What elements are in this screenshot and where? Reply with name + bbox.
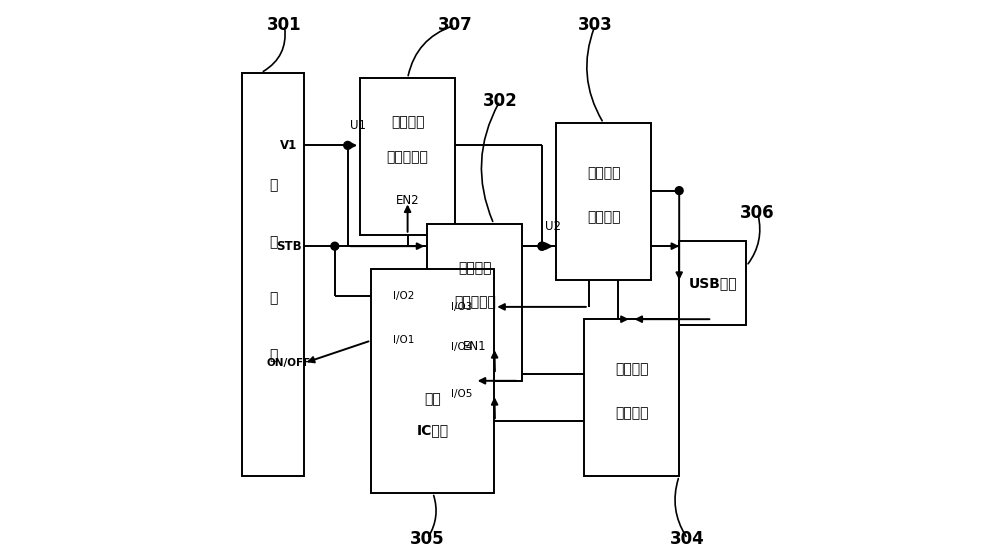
Text: 设备充电: 设备充电 [615, 362, 648, 376]
Circle shape [538, 242, 546, 250]
Bar [360, 78, 455, 235]
Text: 307: 307 [438, 16, 473, 34]
Text: 模: 模 [269, 292, 277, 306]
Text: USB接口: USB接口 [688, 276, 737, 290]
Text: 第二电压: 第二电压 [391, 115, 424, 129]
Bar [679, 241, 746, 325]
Text: 电: 电 [269, 179, 277, 193]
Text: 304: 304 [670, 530, 705, 548]
Text: 检测模块: 检测模块 [615, 407, 648, 420]
Text: ON/OFF: ON/OFF [266, 358, 311, 368]
Bar [584, 319, 679, 476]
Text: 源: 源 [269, 235, 277, 249]
Circle shape [344, 142, 352, 150]
Text: IC模块: IC模块 [417, 423, 449, 437]
Text: 主控: 主控 [424, 392, 441, 405]
Text: 305: 305 [410, 530, 445, 548]
Circle shape [538, 242, 546, 250]
Text: U2: U2 [545, 220, 561, 233]
Text: U1: U1 [350, 119, 366, 132]
Bar [427, 224, 522, 381]
Text: 变换器模块: 变换器模块 [387, 150, 429, 164]
Text: V1: V1 [280, 139, 297, 152]
Bar [556, 123, 651, 280]
Circle shape [331, 242, 339, 250]
Text: 303: 303 [578, 16, 613, 34]
Text: EN1: EN1 [463, 340, 487, 353]
Text: I/O1: I/O1 [393, 335, 415, 346]
Text: 变换器模块: 变换器模块 [454, 296, 496, 309]
Text: 第一电压: 第一电压 [458, 261, 492, 275]
Text: 306: 306 [740, 204, 775, 222]
Text: 302: 302 [483, 92, 517, 110]
Text: 块: 块 [269, 348, 277, 362]
Text: STB: STB [276, 240, 301, 253]
Text: I/O4: I/O4 [451, 342, 472, 352]
Text: EN2: EN2 [396, 194, 419, 207]
Bar [242, 73, 304, 476]
Text: I/O2: I/O2 [393, 291, 415, 301]
Text: 设备接入: 设备接入 [587, 166, 620, 180]
Text: 检测模块: 检测模块 [587, 211, 620, 225]
Text: 301: 301 [267, 16, 302, 34]
Text: I/O5: I/O5 [451, 389, 472, 399]
Circle shape [675, 186, 683, 194]
Bar [371, 269, 494, 493]
Text: I/O3: I/O3 [451, 302, 472, 312]
